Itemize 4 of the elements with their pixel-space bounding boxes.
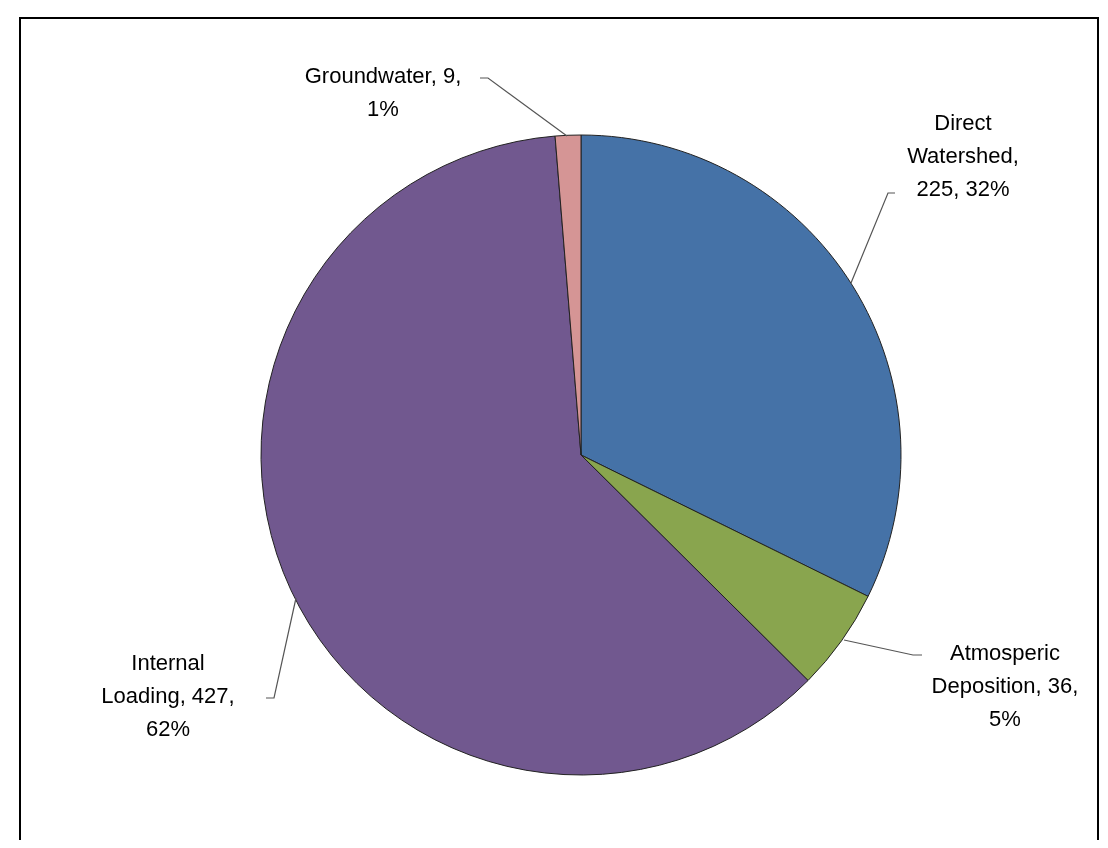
slice-label: Direct Watershed, 225, 32% xyxy=(907,110,1019,201)
slice-label: Atmosperic Deposition, 36, 5% xyxy=(931,640,1079,731)
slice-label: Groundwater, 9, 1% xyxy=(304,63,462,121)
slice-label: Internal Loading, 427, 62% xyxy=(101,650,235,741)
